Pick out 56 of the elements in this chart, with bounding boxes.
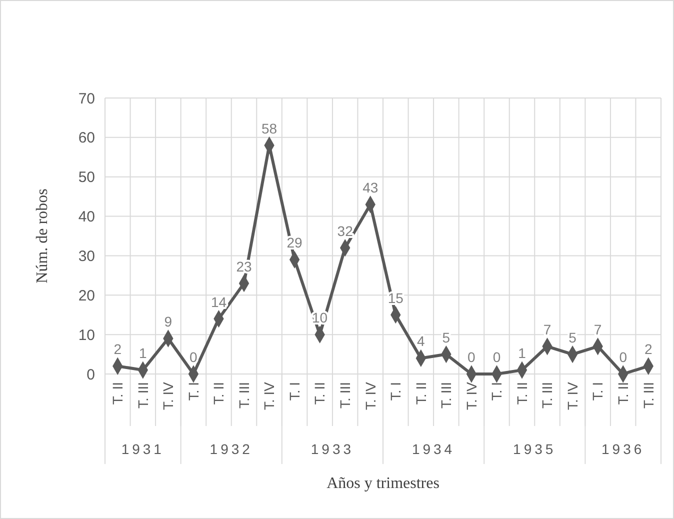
data-label: 7 xyxy=(543,321,552,338)
x-tick-label: T. IV xyxy=(463,381,480,410)
x-tick-label: T. I xyxy=(590,382,606,401)
data-label: 14 xyxy=(210,294,227,310)
x-tick-label: T. II xyxy=(614,382,631,405)
y-tick-label: 10 xyxy=(78,326,95,344)
y-tick-label: 20 xyxy=(78,287,95,304)
data-label: 1 xyxy=(139,345,148,362)
y-tick-label: 50 xyxy=(78,169,95,186)
x-tick-label: T. II xyxy=(412,382,429,405)
data-label: 4 xyxy=(417,333,426,350)
text: 1934 xyxy=(412,441,456,457)
x-axis-title: Años y trimestres xyxy=(326,475,440,492)
y-tick-label: 30 xyxy=(78,248,95,265)
data-label: 5 xyxy=(442,329,450,346)
text: 1933 xyxy=(310,441,354,457)
x-tick-label: T. II xyxy=(210,382,227,405)
data-label: 2 xyxy=(644,341,652,358)
x-tick-label: T. IV xyxy=(160,381,176,410)
data-label: 0 xyxy=(619,349,628,365)
x-tick-label: T. II xyxy=(514,382,530,405)
y-tick-label: 40 xyxy=(78,208,95,226)
y-tick-label: 70 xyxy=(78,90,95,108)
data-label: 0 xyxy=(190,349,198,365)
x-tick-label: T. II xyxy=(312,382,328,405)
data-label: 0 xyxy=(468,349,476,365)
x-tick-label: T. I xyxy=(185,382,202,401)
y-tick-label: 0 xyxy=(86,366,95,384)
text: 1932 xyxy=(210,441,253,457)
x-tick-label: T. I xyxy=(388,382,404,401)
x-tick-label: T. IV xyxy=(362,381,378,410)
x-tick-label: T. IV xyxy=(564,381,580,410)
data-label: 5 xyxy=(568,329,577,346)
x-tick-label: T. III xyxy=(438,382,454,408)
data-label: 43 xyxy=(362,179,378,196)
x-tick-label: T. III xyxy=(134,382,151,408)
text: 1936 xyxy=(602,441,645,457)
x-tick-label: T. III xyxy=(640,382,656,408)
data-label: 1 xyxy=(518,345,526,362)
x-tick-label: T. II xyxy=(110,382,126,405)
x-tick-label: T. III xyxy=(539,382,556,408)
text: 1935 xyxy=(513,441,556,457)
x-tick-label: T. III xyxy=(336,382,353,408)
data-label: 2 xyxy=(114,341,122,358)
y-tick-label: 60 xyxy=(78,130,95,147)
data-label: 32 xyxy=(337,222,354,239)
text: 1931 xyxy=(121,441,164,457)
y-axis-title: Núm. de robos xyxy=(34,188,51,284)
data-label: 58 xyxy=(261,120,278,136)
x-tick-label: T. III xyxy=(236,382,252,408)
x-tick-label: T. IV xyxy=(261,381,278,410)
data-label: 7 xyxy=(594,321,602,338)
data-label: 0 xyxy=(492,349,501,365)
data-label: 9 xyxy=(164,314,172,330)
x-tick-label: T. I xyxy=(286,382,302,401)
x-tick-label: T. I xyxy=(488,382,505,401)
